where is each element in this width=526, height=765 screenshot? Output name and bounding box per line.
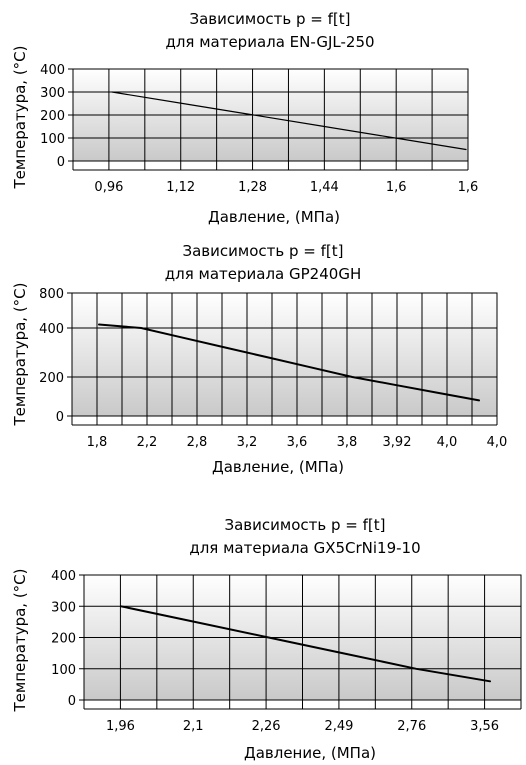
chart-3-x-tick-label: 2,1 [183,719,204,734]
chart-3-x-axis-label: Давление, (МПа) [244,744,376,762]
chart-3: Зависимость p = f[t] для материала GX5Cr… [11,516,522,762]
chart-2-title-line2: для материала GP240GH [165,265,361,283]
chart-1-x-tick-label: 1,12 [166,180,195,195]
chart-1-y-tick-label: 0 [57,155,65,170]
chart-1-series-line [111,91,467,151]
chart-3-x-tick-label: 3,56 [470,719,499,734]
chart-1-y-axis-label: Температура, (°C) [11,46,29,190]
chart-3-y-axis-label: Температура, (°C) [11,569,29,713]
chart-3-y-tick-label: 300 [51,600,76,615]
chart-2-background [72,293,497,416]
chart-1-x-tick-label: 0,96 [94,180,123,195]
chart-2-x-tick-label: 4,0 [487,435,508,450]
chart-1-x-tick-label: 1,44 [310,180,339,195]
chart-2-title-line1: Зависимость p = f[t] [183,242,344,260]
chart-1-x-tick-label: 1,6 [386,180,407,195]
chart-2-x-tick-label: 1,8 [87,435,108,450]
chart-2-x-tick-label: 3,6 [287,435,308,450]
chart-2-y-axis-label: Температура, (°C) [11,283,29,427]
chart-3-title-line2: для материала GX5CrNi19-10 [189,539,420,557]
chart-2-plot-area: 0 200 400 800 1,8 2,2 2,8 3,2 3,6 3,8 3,92 4,0 4,0 [39,287,507,450]
chart-2: Зависимость p = f[t] для материала GP240… [11,242,507,476]
chart-1-y-tick-label: 200 [40,109,65,124]
chart-2-x-tick-label: 4,0 [437,435,458,450]
chart-1: Зависимость p = f[t] для материала EN-GJ… [11,10,478,226]
chart-1-x-axis-label: Давление, (МПа) [208,208,340,226]
chart-3-y-tick-label: 200 [51,632,76,647]
chart-1-y-tick-label: 100 [40,132,65,147]
chart-2-x-tick-label: 2,8 [187,435,208,450]
chart-3-x-tick-label: 2,76 [397,719,426,734]
chart-2-border [71,292,498,417]
chart-3-y-tick-label: 100 [51,663,76,678]
chart-2-y-tick-label: 400 [39,322,64,337]
chart-2-x-tick-label: 3,8 [337,435,358,450]
chart-3-y-tick-label: 0 [68,694,76,709]
chart-3-title-line1: Зависимость p = f[t] [225,516,386,534]
chart-2-x-tick-label: 3,92 [383,435,412,450]
chart-1-x-tick-label: 1,28 [238,180,267,195]
chart-2-x-tick-label: 2,2 [137,435,158,450]
chart-3-y-tick-label: 400 [51,569,76,584]
chart-2-y-tick-label: 800 [39,287,64,302]
chart-3-plot-area: 0 100 200 300 400 1,96 2,1 2,26 2,49 2,76 3,56 [51,569,522,734]
chart-3-x-tick-label: 2,26 [252,719,281,734]
chart-1-y-tick-label: 300 [40,86,65,101]
chart-1-plot-area: 0 100 200 300 400 0,96 1,12 1,28 1,44 1,6 1,6 [40,63,478,195]
chart-2-series-line [98,323,480,402]
chart-2-x-axis-label: Давление, (МПа) [212,458,344,476]
chart-3-x-tick-label: 2,49 [324,719,353,734]
chart-3-series-line [120,605,491,683]
chart-2-y-tick-label: 0 [56,410,64,425]
chart-1-title-line1: Зависимость p = f[t] [190,10,351,28]
chart-2-y-tick-label: 200 [39,371,64,386]
chart-1-title-line2: для материала EN-GJL-250 [165,33,374,51]
chart-1-y-tick-label: 400 [40,63,65,78]
chart-1-x-tick-label: 1,6 [458,180,479,195]
chart-3-x-tick-label: 1,96 [106,719,135,734]
chart-2-x-tick-label: 3,2 [237,435,258,450]
